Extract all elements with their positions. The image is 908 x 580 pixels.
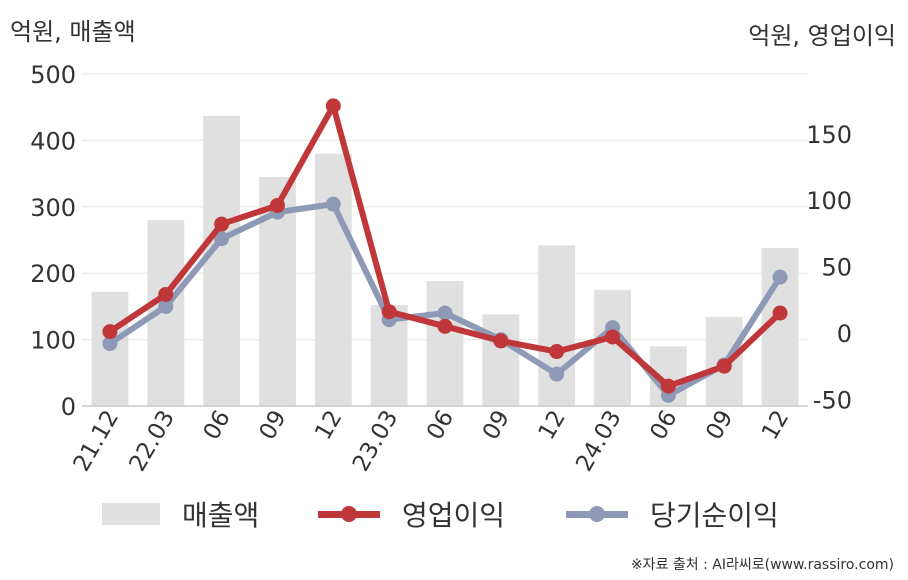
- legend-label-net-income: 당기순이익: [650, 499, 779, 532]
- right-tick-label: 150: [806, 121, 852, 149]
- point-net-income: [325, 196, 341, 212]
- bar-revenue: [538, 245, 576, 406]
- source-note: ※자료 출처 : AI라씨로(www.rassiro.com): [630, 557, 894, 573]
- point-net-income: [549, 366, 565, 382]
- bar-revenue: [426, 281, 464, 406]
- point-net-income: [158, 298, 174, 314]
- point-operating-profit: [660, 378, 676, 394]
- legend-swatch-operating-profit: [318, 503, 380, 525]
- right-tick-label: 100: [806, 187, 852, 215]
- bar-revenue: [482, 314, 520, 406]
- x-tick-label: 12: [310, 406, 347, 444]
- right-tick-label: 50: [821, 254, 852, 282]
- legend-label-revenue: 매출액: [182, 499, 260, 532]
- point-operating-profit: [772, 305, 788, 321]
- legend-swatch-revenue: [102, 503, 160, 525]
- x-tick-label: 21.12: [69, 406, 124, 476]
- point-operating-profit: [102, 324, 118, 340]
- x-tick-label: 12: [534, 406, 571, 444]
- point-operating-profit: [381, 304, 397, 320]
- left-tick-label: 300: [30, 194, 76, 222]
- x-tick-label: 09: [701, 406, 738, 444]
- right-axis-unit: 억원, 영업이익: [748, 22, 896, 50]
- point-operating-profit: [325, 98, 341, 114]
- point-operating-profit: [493, 333, 509, 349]
- point-operating-profit: [214, 216, 230, 232]
- bar-revenue: [203, 115, 241, 406]
- point-net-income: [102, 336, 118, 352]
- x-tick-label: 06: [645, 406, 682, 444]
- point-operating-profit: [716, 358, 732, 374]
- x-tick-label: 09: [478, 406, 515, 444]
- point-operating-profit: [549, 344, 565, 360]
- point-net-income: [437, 305, 453, 321]
- legend-swatch-net-income: [566, 503, 628, 525]
- point-operating-profit: [158, 286, 174, 302]
- left-tick-label: 200: [30, 260, 76, 288]
- x-tick-label: 06: [422, 406, 459, 444]
- legend-label-operating-profit: 영업이익: [402, 499, 506, 532]
- right-tick-label: 0: [837, 320, 852, 348]
- point-net-income: [214, 231, 230, 247]
- left-axis-unit: 억원, 매출액: [10, 18, 136, 46]
- x-tick-label: 22.03: [125, 406, 180, 476]
- left-tick-label: 500: [30, 61, 76, 89]
- point-net-income: [772, 269, 788, 285]
- right-tick-label: -50: [813, 386, 852, 414]
- x-tick-label: 23.03: [348, 406, 403, 476]
- left-tick-label: 0: [61, 393, 76, 421]
- point-operating-profit: [605, 329, 621, 345]
- x-tick-label: 09: [255, 406, 292, 444]
- left-tick-label: 100: [30, 327, 76, 355]
- x-tick-label: 06: [199, 406, 236, 444]
- x-tick-label: 24.03: [571, 406, 626, 476]
- legend-item-net-income: 당기순이익: [566, 494, 779, 534]
- combo-chart: 0 100 200 300 400 500 -50 0 50 100 150 21.12 22.03 06…: [30, 61, 852, 476]
- left-tick-label: 400: [30, 127, 76, 155]
- x-tick-label: 12: [757, 406, 794, 444]
- point-operating-profit: [269, 197, 285, 213]
- legend: 매출액 영업이익 당기순이익: [0, 494, 908, 534]
- bar-revenue: [314, 153, 352, 406]
- point-operating-profit: [437, 318, 453, 334]
- legend-item-revenue: 매출액: [102, 494, 259, 534]
- legend-item-operating-profit: 영업이익: [318, 494, 505, 534]
